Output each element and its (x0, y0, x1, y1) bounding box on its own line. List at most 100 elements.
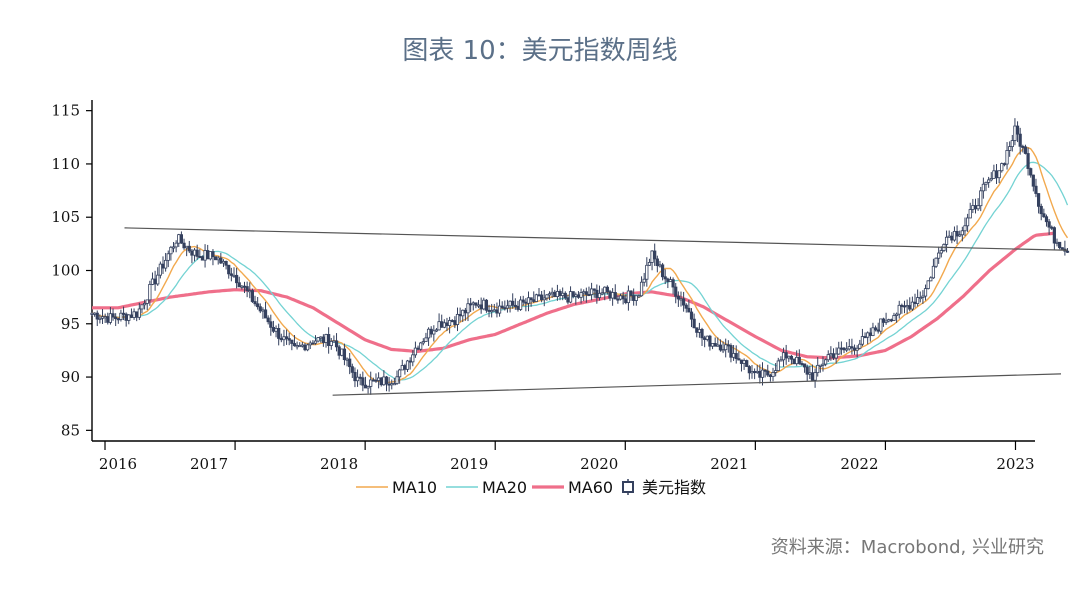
candle (434, 328, 439, 333)
candle (979, 186, 983, 212)
candle (374, 373, 378, 383)
candle (106, 312, 110, 325)
candle (164, 252, 168, 272)
x-tick-label: 2016 (99, 455, 137, 473)
candle (298, 342, 302, 348)
candle (742, 358, 746, 370)
svg-text:MA10: MA10 (392, 478, 437, 497)
candle (626, 285, 631, 311)
candle (766, 364, 770, 377)
candle (650, 250, 654, 271)
candle (271, 320, 276, 334)
candle (818, 364, 822, 373)
y-tick-labels: 85 90 95 100 105 110 115 (51, 102, 80, 440)
candle (824, 358, 828, 367)
candle (303, 342, 307, 352)
candle (529, 297, 533, 307)
candle (963, 217, 967, 237)
candle (895, 312, 899, 323)
legend: MA10 MA20 MA60 美元指数 (356, 478, 706, 497)
candle (947, 230, 951, 238)
candle (950, 232, 954, 244)
candle (679, 291, 683, 307)
candle (516, 300, 520, 312)
candle (705, 335, 709, 342)
candle (537, 288, 541, 297)
candle (671, 277, 675, 295)
candle (884, 312, 888, 325)
candle (287, 332, 291, 346)
candle (1044, 214, 1049, 227)
candle (185, 245, 189, 257)
trend-lines (124, 227, 1068, 396)
candle (563, 291, 567, 300)
candle (687, 299, 691, 313)
candle (366, 385, 370, 394)
candle (771, 367, 775, 382)
candle (306, 343, 310, 352)
candle (400, 359, 404, 371)
y-tick-label: 85 (61, 421, 80, 439)
candle (592, 288, 596, 298)
candle (479, 297, 483, 314)
candle (902, 300, 907, 314)
candle (277, 323, 281, 346)
candle (850, 338, 854, 355)
x-tick-label: 2017 (190, 455, 228, 473)
candle (923, 284, 928, 301)
candle (984, 181, 988, 192)
candle (292, 335, 297, 347)
candle (658, 260, 662, 268)
candle (311, 340, 315, 345)
candle (642, 272, 646, 287)
candle (958, 230, 962, 237)
candle (432, 325, 436, 342)
candle (1026, 147, 1030, 176)
candle (981, 177, 985, 199)
candle (653, 243, 657, 266)
candle (408, 357, 412, 370)
candle (784, 344, 788, 365)
candle (768, 373, 772, 382)
candle (440, 314, 444, 328)
candle (555, 284, 560, 301)
candle (142, 299, 147, 310)
legend-dollar-index: 美元指数 (622, 478, 706, 497)
candle (668, 276, 673, 283)
candle (426, 327, 431, 346)
candle (384, 375, 389, 392)
candle (503, 300, 507, 311)
candle (1008, 141, 1012, 157)
candle (369, 371, 373, 395)
x-tick-label: 2018 (320, 455, 358, 473)
candle (776, 357, 780, 372)
candle (458, 307, 462, 322)
candle (800, 360, 804, 366)
candle (532, 291, 536, 304)
candle (140, 304, 144, 314)
candle (484, 299, 489, 313)
candle (821, 356, 825, 372)
candle (973, 198, 978, 214)
candle (150, 272, 155, 286)
candle (1031, 174, 1035, 192)
candle (900, 303, 904, 314)
candle (476, 299, 481, 309)
candle (1029, 167, 1033, 178)
y-tick-label: 100 (51, 262, 80, 280)
candle (802, 363, 807, 373)
candle (206, 244, 210, 260)
candle (266, 315, 270, 325)
candle (198, 249, 202, 258)
candle (321, 334, 325, 347)
svg-text:MA20: MA20 (482, 478, 527, 497)
y-tick-label: 90 (61, 368, 80, 386)
candle (897, 300, 901, 319)
candle (873, 325, 878, 332)
candle (779, 356, 783, 362)
candle (637, 294, 641, 298)
svg-text:美元指数: 美元指数 (642, 478, 706, 497)
candle (724, 338, 728, 358)
candle (377, 372, 381, 389)
candle (647, 258, 652, 266)
